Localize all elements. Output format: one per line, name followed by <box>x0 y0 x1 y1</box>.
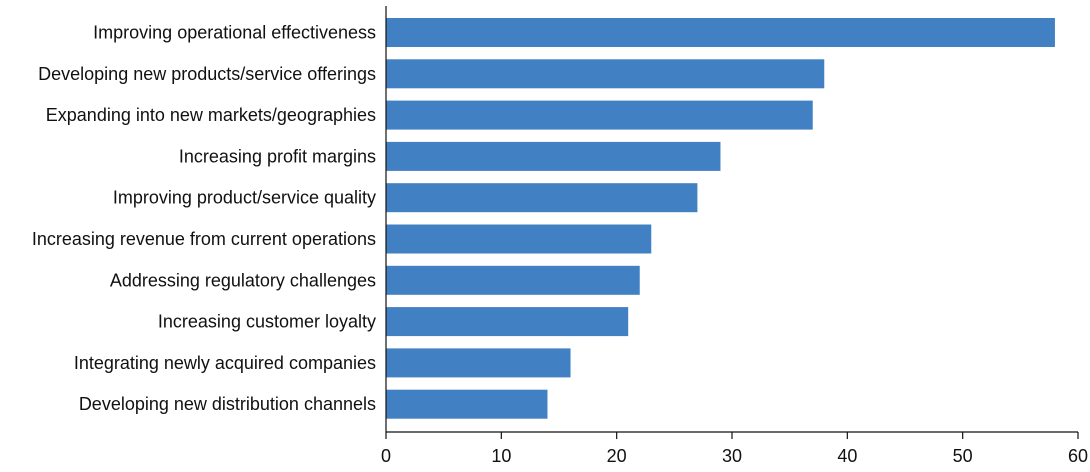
x-tick-label-10: 10 <box>491 446 511 466</box>
category-label-9: Integrating newly acquired companies <box>74 353 376 373</box>
bar-9 <box>386 348 571 378</box>
bars-group <box>386 18 1055 419</box>
bar-5 <box>386 183 698 213</box>
bar-8 <box>386 307 629 337</box>
x-tick-label-0: 0 <box>381 446 391 466</box>
category-label-4: Increasing profit margins <box>179 146 376 166</box>
bar-7 <box>386 265 640 295</box>
bar-2 <box>386 59 825 89</box>
bar-3 <box>386 100 813 130</box>
category-label-3: Expanding into new markets/geographies <box>46 105 376 125</box>
category-label-5: Improving product/service quality <box>113 188 376 208</box>
x-tick-label-50: 50 <box>953 446 973 466</box>
category-labels-group: Improving operational effectiveness Devel… <box>32 23 376 415</box>
category-label-6: Increasing revenue from current operatio… <box>32 229 376 249</box>
x-tick-label-40: 40 <box>837 446 857 466</box>
category-label-7: Addressing regulatory challenges <box>110 270 376 290</box>
x-tick-label-60: 60 <box>1068 446 1088 466</box>
category-label-2: Developing new products/service offering… <box>38 64 376 84</box>
bar-10 <box>386 389 548 419</box>
x-axis-ticks-group: 0 10 20 30 40 50 60 <box>381 432 1088 466</box>
category-label-1: Improving operational effectiveness <box>93 23 376 43</box>
category-label-10: Developing new distribution channels <box>79 394 376 414</box>
x-tick-label-20: 20 <box>607 446 627 466</box>
x-tick-label-30: 30 <box>722 446 742 466</box>
bar-1 <box>386 18 1055 47</box>
category-label-8: Increasing customer loyalty <box>158 312 376 332</box>
bar-4 <box>386 141 721 171</box>
bar-6 <box>386 224 652 254</box>
